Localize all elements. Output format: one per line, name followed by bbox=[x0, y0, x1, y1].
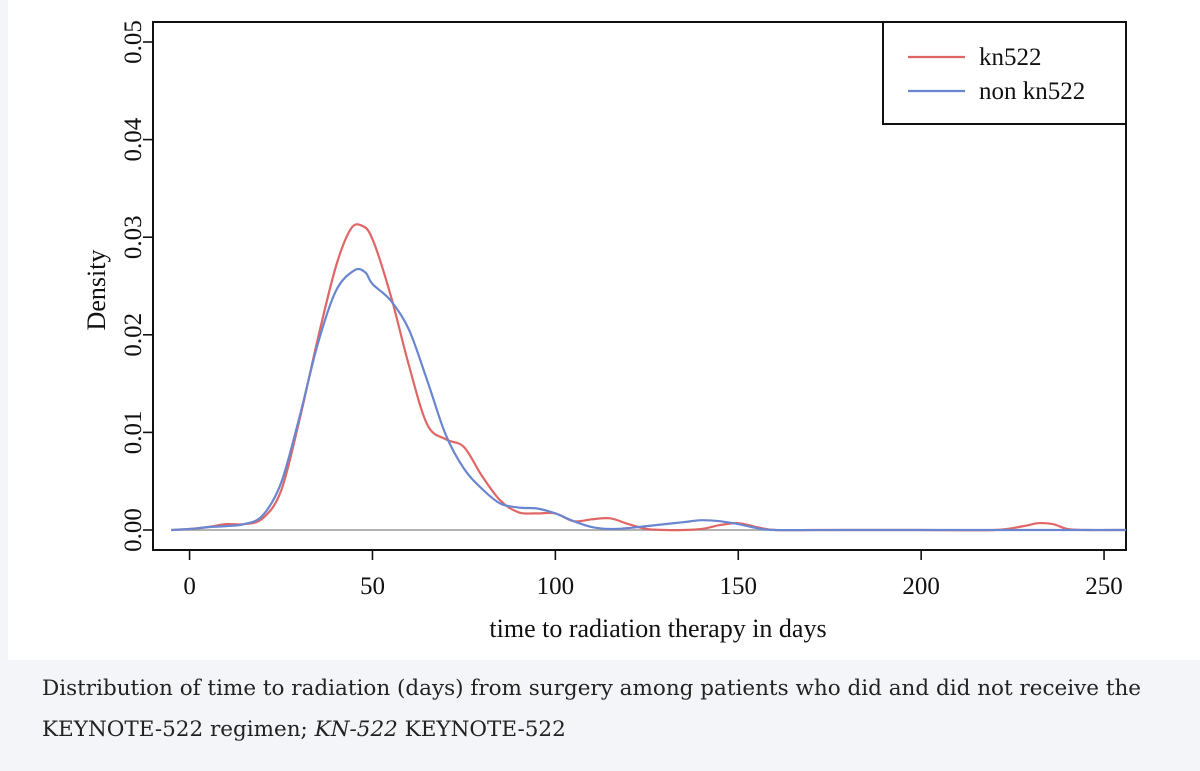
x-axis-title: time to radiation therapy in days bbox=[489, 614, 826, 643]
caption-text: Distribution of time to radiation (days)… bbox=[42, 676, 1142, 742]
y-tick-label: 0.03 bbox=[120, 215, 147, 259]
y-axis-title: Density bbox=[82, 250, 111, 331]
y-tick-label: 0.02 bbox=[120, 313, 147, 357]
series-lines bbox=[171, 223, 1127, 532]
x-tick-label: 50 bbox=[360, 573, 385, 600]
x-tick-label: 0 bbox=[183, 573, 196, 600]
series-line-non-kn522 bbox=[171, 267, 1126, 532]
plot-frame bbox=[152, 21, 1127, 551]
y-tick-label: 0.00 bbox=[120, 508, 147, 552]
x-tick-label: 150 bbox=[720, 573, 758, 600]
series-line-kn522 bbox=[171, 223, 1127, 532]
x-axis: 0 50 100 150 200 250 bbox=[183, 550, 1123, 600]
x-tick-label: 250 bbox=[1085, 573, 1123, 600]
y-tick-label: 0.05 bbox=[120, 20, 147, 64]
caption-text-end: KEYNOTE-522 bbox=[397, 717, 566, 742]
plot-border bbox=[152, 21, 1127, 551]
figure-panel: 0 50 100 150 200 250 0.00 0.01 0.02 0.03 0.04 0.05… bbox=[8, 0, 1200, 660]
density-plot: 0 50 100 150 200 250 0.00 0.01 0.02 0.03 0.04 0.05… bbox=[82, 20, 1127, 643]
legend-box bbox=[882, 21, 1127, 125]
legend: kn522 non kn522 bbox=[882, 21, 1127, 125]
x-tick-label: 100 bbox=[537, 573, 575, 600]
caption-abbrev: KN-522 bbox=[314, 717, 398, 742]
legend-label: kn522 bbox=[979, 44, 1042, 71]
y-tick-label: 0.04 bbox=[120, 117, 147, 161]
x-tick-label: 200 bbox=[902, 573, 940, 600]
y-tick-label: 0.01 bbox=[120, 411, 147, 455]
legend-label: non kn522 bbox=[979, 78, 1085, 105]
figure-caption: Distribution of time to radiation (days)… bbox=[42, 668, 1162, 750]
y-axis: 0.00 0.01 0.02 0.03 0.04 0.05 bbox=[120, 20, 153, 552]
